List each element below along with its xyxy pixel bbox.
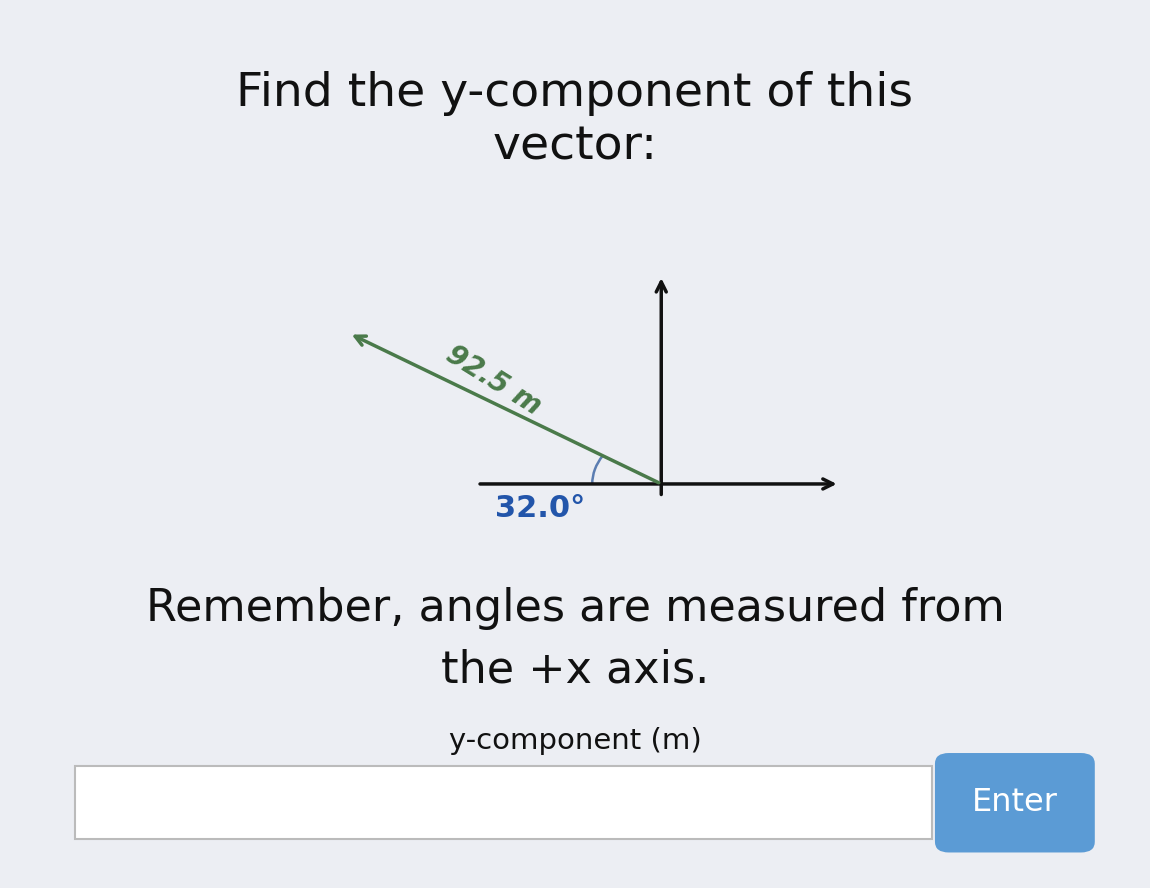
Text: Enter: Enter: [972, 788, 1058, 818]
Text: y-component (m): y-component (m): [448, 727, 702, 756]
Text: Remember, angles are measured from: Remember, angles are measured from: [146, 587, 1004, 630]
Text: 92.5 m: 92.5 m: [440, 340, 546, 420]
FancyBboxPatch shape: [75, 766, 932, 839]
FancyBboxPatch shape: [935, 753, 1095, 852]
Text: Find the y-component of this: Find the y-component of this: [237, 71, 913, 115]
Text: 32.0°: 32.0°: [496, 495, 585, 523]
Text: the +x axis.: the +x axis.: [440, 649, 710, 692]
Text: vector:: vector:: [492, 124, 658, 169]
